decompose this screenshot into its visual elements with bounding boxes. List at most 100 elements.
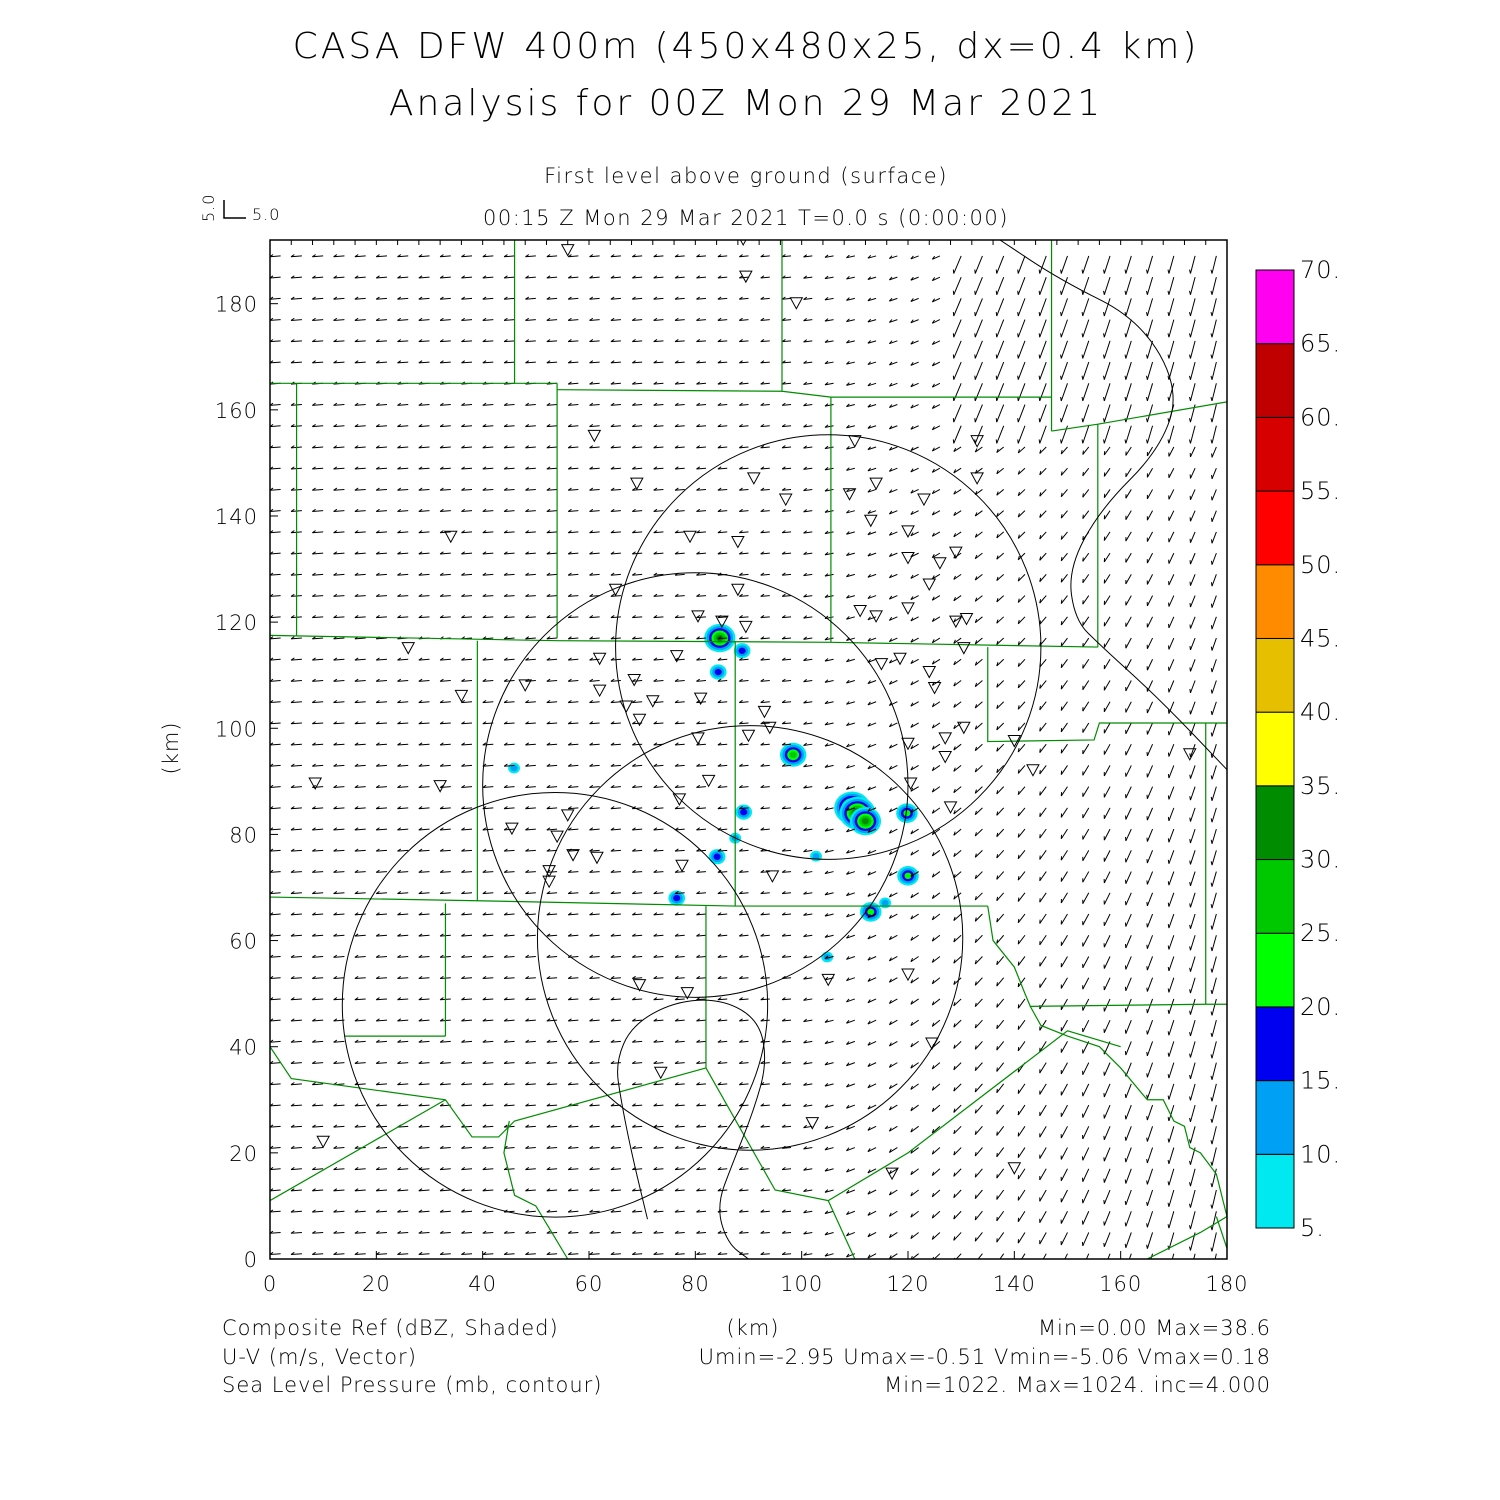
wind-vector xyxy=(333,827,345,831)
reflectivity-contour xyxy=(740,808,748,816)
y-tick-label: 60 xyxy=(229,930,258,954)
wind-vector xyxy=(996,573,1005,582)
wind-vector xyxy=(781,360,792,364)
wind-vector xyxy=(589,784,600,788)
wind-vector xyxy=(1210,1147,1217,1166)
wind-vector xyxy=(1168,467,1175,479)
wind-vector xyxy=(1125,871,1132,884)
wind-vector xyxy=(760,572,770,576)
wind-vector xyxy=(1146,319,1154,338)
wind-vector xyxy=(397,1167,409,1171)
wind-vector xyxy=(674,678,685,682)
station-marker xyxy=(842,488,857,501)
wind-vector xyxy=(781,317,792,321)
wind-vector xyxy=(931,1083,941,1091)
wind-vector xyxy=(1189,1211,1196,1230)
wind-vector xyxy=(1021,1253,1026,1259)
wind-vector xyxy=(631,423,643,428)
wind-vector xyxy=(803,1082,813,1086)
station-marker xyxy=(608,583,623,597)
wind-vector xyxy=(567,296,579,300)
slp-contour xyxy=(999,240,1227,771)
wind-vector xyxy=(546,827,558,831)
wind-vector xyxy=(397,466,409,470)
wind-vector xyxy=(311,1145,324,1149)
wind-vector xyxy=(1060,531,1068,540)
wind-vector xyxy=(953,489,962,495)
wind-vector xyxy=(290,1251,302,1256)
wind-vector xyxy=(1167,361,1175,380)
wind-vector xyxy=(461,423,473,428)
wind-vector xyxy=(953,998,962,1007)
wind-vector xyxy=(589,508,600,513)
wind-vector xyxy=(418,508,430,513)
wind-vector xyxy=(1060,489,1068,498)
wind-vector xyxy=(311,487,324,491)
wind-vector xyxy=(546,508,558,513)
wind-vector xyxy=(1146,404,1154,423)
wind-vector xyxy=(503,933,515,937)
wind-vector xyxy=(525,466,536,470)
wind-vector xyxy=(1103,361,1111,380)
wind-vector xyxy=(270,848,281,852)
wind-vector xyxy=(439,657,451,661)
wind-vector xyxy=(397,615,409,619)
wind-vector xyxy=(696,487,707,491)
wind-vector xyxy=(397,721,409,725)
wind-vector xyxy=(482,1039,494,1043)
wind-vector xyxy=(846,849,855,854)
subtitle-time: 00:15 Z Mon 29 Mar 2021 T=0.0 s (0:00:00… xyxy=(483,206,1009,230)
wind-vector xyxy=(1189,659,1196,672)
wind-vector xyxy=(503,721,515,725)
wind-vector xyxy=(803,955,813,959)
wind-vector xyxy=(290,275,302,279)
wind-vector xyxy=(546,1188,558,1192)
wind-vector xyxy=(888,340,898,345)
wind-vector xyxy=(1082,1083,1090,1097)
wind-vector xyxy=(589,1188,600,1192)
wind-vector xyxy=(482,275,494,279)
wind-vector xyxy=(1146,1019,1154,1035)
wind-vector xyxy=(546,1209,558,1213)
wind-vector xyxy=(546,742,558,746)
wind-vector xyxy=(1124,383,1132,402)
wind-vector xyxy=(567,1145,579,1149)
wind-vector xyxy=(375,806,388,810)
wind-vector xyxy=(631,572,643,576)
wind-vector xyxy=(354,678,366,682)
vector-ref-u: 5.0 xyxy=(252,205,280,224)
wind-vector xyxy=(696,975,707,980)
wind-vector xyxy=(1189,1020,1196,1037)
wind-vector xyxy=(696,508,707,513)
wind-vector xyxy=(546,721,558,725)
wind-vector xyxy=(1146,616,1154,628)
wind-vector xyxy=(482,848,494,852)
wind-vector xyxy=(846,424,855,429)
wind-vector xyxy=(888,701,898,707)
wind-vector xyxy=(525,699,536,704)
wind-vector xyxy=(1103,1083,1111,1098)
wind-vector xyxy=(888,786,898,792)
wind-vector xyxy=(867,467,877,472)
wind-vector xyxy=(270,423,281,428)
wind-vector xyxy=(867,446,877,451)
wind-vector xyxy=(1103,298,1111,317)
wind-vector xyxy=(482,593,494,597)
wind-vector xyxy=(354,657,366,661)
wind-vector xyxy=(824,1104,834,1108)
wind-vector xyxy=(525,423,536,428)
wind-vector xyxy=(953,1062,962,1071)
wind-vector xyxy=(589,954,600,958)
wind-vector xyxy=(333,699,345,704)
station-marker xyxy=(869,610,883,623)
wind-vector xyxy=(461,466,473,470)
county-line xyxy=(270,634,1098,648)
wind-vector xyxy=(803,317,813,322)
wind-vector xyxy=(867,1210,877,1216)
wind-vector xyxy=(867,956,877,961)
wind-vector xyxy=(1124,1211,1132,1227)
wind-vector xyxy=(1210,298,1217,317)
wind-vector xyxy=(931,1189,941,1198)
wind-vector xyxy=(503,530,515,534)
wind-vector xyxy=(418,975,430,980)
